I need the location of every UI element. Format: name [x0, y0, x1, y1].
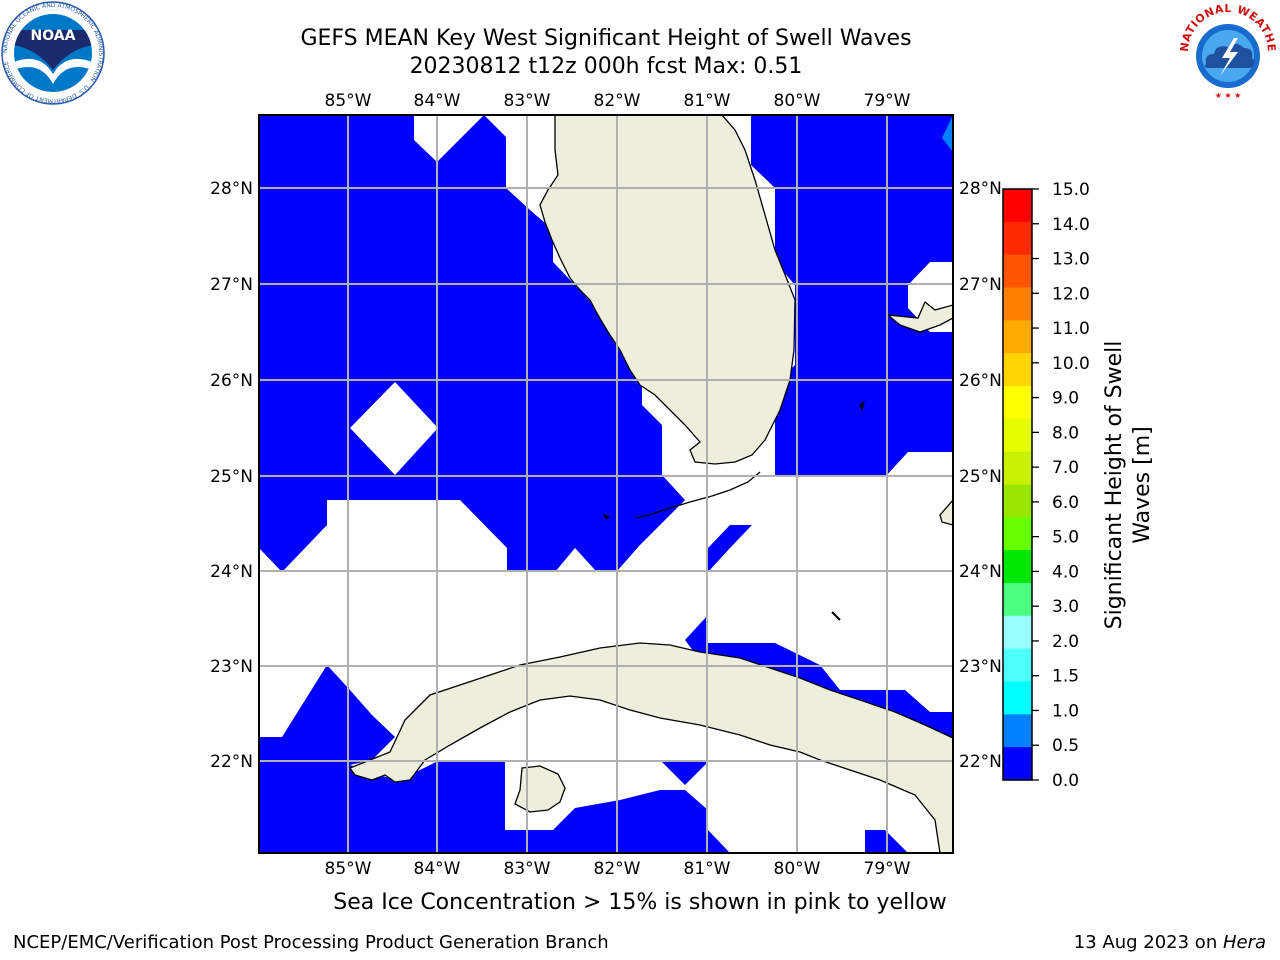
sea-ice-note: Sea Ice Concentration > 15% is shown in … — [333, 890, 947, 915]
colorbar-swatch — [1003, 418, 1032, 453]
footer-credit: NCEP/EMC/Verification Post Processing Pr… — [13, 932, 609, 953]
lat-tick-right: 22°N — [959, 752, 1002, 772]
lon-tick-top: 84°W — [414, 91, 461, 111]
colorbar-tick-label: 15.0 — [1052, 180, 1090, 200]
lat-tick-right: 28°N — [959, 179, 1002, 199]
lon-tick-bottom: 85°W — [325, 859, 372, 879]
noaa-logo-text: NOAA — [31, 28, 76, 44]
colorbar-tick-label: 3.0 — [1052, 597, 1079, 617]
footer-host: Hera — [1222, 932, 1266, 953]
colorbar-swatch — [1003, 714, 1032, 748]
swell-0.5m-patch — [942, 115, 953, 152]
colorbar-swatch — [1003, 615, 1032, 650]
nws-logo: NATIONAL WEATHER SERVICE ★ ★ ★ — [1176, 2, 1278, 100]
lat-tick-left: 23°N — [210, 657, 253, 677]
florida-land — [539, 115, 796, 465]
no-data-diamond — [350, 382, 438, 475]
colorbar-swatch — [1003, 747, 1032, 781]
colorbar-tick-label: 1.5 — [1052, 667, 1079, 687]
lon-tick-bottom: 81°W — [684, 859, 731, 879]
colorbar-swatch — [1003, 189, 1032, 223]
colorbar-swatch — [1003, 287, 1032, 321]
svg-text:★ ★ ★: ★ ★ ★ — [1215, 91, 1242, 100]
colorbar-swatch — [1003, 353, 1032, 387]
lat-tick-right: 25°N — [959, 467, 1002, 487]
colorbar-swatch — [1003, 320, 1032, 354]
lon-tick-bottom: 82°W — [594, 859, 641, 879]
lat-tick-left: 26°N — [210, 371, 253, 391]
lat-tick-left: 28°N — [210, 179, 253, 199]
lon-tick-top: 81°W — [684, 91, 731, 111]
colorbar-tick-label: 11.0 — [1052, 319, 1090, 339]
swell-field-small — [662, 762, 708, 785]
colorbar-tick-label: 12.0 — [1052, 284, 1090, 304]
bahamas-east — [939, 499, 953, 526]
colorbar-label-line1: Significant Height of Swell — [1102, 340, 1127, 630]
lat-tick-right: 23°N — [959, 657, 1002, 677]
colorbar-swatch — [1003, 681, 1032, 715]
chart-subtitle-forecast: 20230812 t12z 000h fcst Max: 0.51 — [409, 54, 803, 79]
noaa-logo: NATIONAL OCEANIC AND ATMOSPHERIC ADMINIS… — [1, 1, 105, 105]
colorbar-tick-label: 7.0 — [1052, 458, 1079, 478]
footer-date: 13 Aug 2023 on Hera — [1074, 932, 1266, 953]
colorbar-tick-label: 5.0 — [1052, 528, 1079, 548]
map-frame — [258, 114, 954, 854]
colorbar: 15.0 14.0 13.0 12.0 11.0 10.0 9.0 8.0 7.0 6.0 5.0 4… — [1002, 180, 1090, 791]
colorbar-swatch — [1003, 550, 1032, 584]
lat-tick-labels-right: 28°N 27°N 26°N 25°N 24°N 23°N 22°N — [959, 179, 1002, 772]
lon-tick-bottom: 84°W — [414, 859, 461, 879]
colorbar-swatch — [1003, 451, 1032, 486]
lat-tick-right: 24°N — [959, 562, 1002, 582]
swell-field-caribbean — [259, 665, 730, 853]
colorbar-swatch — [1003, 484, 1032, 518]
colorbar-frame — [1002, 188, 1033, 781]
colorbar-swatch — [1003, 517, 1032, 551]
florida-keys — [635, 471, 761, 519]
lat-tick-right: 26°N — [959, 371, 1002, 391]
lat-tick-right: 27°N — [959, 275, 1002, 295]
lon-tick-top: 85°W — [325, 91, 372, 111]
colorbar-tick-label: 8.0 — [1052, 423, 1079, 443]
cuba-land — [348, 642, 953, 853]
colorbar-tick-label: 1.0 — [1052, 701, 1079, 721]
lon-tick-bottom: 79°W — [864, 859, 911, 879]
map-area — [259, 115, 953, 853]
colorbar-tick-label: 4.0 — [1052, 562, 1079, 582]
swell-field-gulf — [259, 115, 685, 572]
lat-tick-left: 22°N — [210, 752, 253, 772]
lon-tick-bottom: 80°W — [774, 859, 821, 879]
colorbar-tick-label: 14.0 — [1052, 215, 1090, 235]
colorbar-swatch — [1003, 583, 1032, 617]
colorbar-tick-label: 13.0 — [1052, 250, 1090, 270]
colorbar-tick-label: 10.0 — [1052, 354, 1090, 374]
footer-date-text: 13 Aug 2023 on — [1073, 932, 1223, 953]
lon-tick-top: 82°W — [594, 91, 641, 111]
chart-title: GEFS MEAN Key West Significant Height of… — [300, 26, 912, 51]
lon-tick-top: 79°W — [864, 91, 911, 111]
lat-tick-left: 25°N — [210, 467, 253, 487]
lon-tick-top: 80°W — [774, 91, 821, 111]
colorbar-swatch — [1003, 386, 1032, 420]
colorbar-tick-label: 6.0 — [1052, 493, 1079, 513]
lon-tick-labels-bottom: 85°W 84°W 83°W 82°W 81°W 80°W 79°W — [325, 859, 911, 879]
colorbar-swatch — [1003, 254, 1032, 289]
colorbar-tick-label: 2.0 — [1052, 632, 1079, 652]
andros-island — [885, 300, 953, 333]
lat-tick-left: 27°N — [210, 275, 253, 295]
lon-tick-labels-top: 85°W 84°W 83°W 82°W 81°W 80°W 79°W — [325, 91, 911, 111]
colorbar-swatch — [1003, 648, 1032, 683]
colorbar-swatch — [1003, 221, 1032, 256]
lat-tick-labels-left: 28°N 27°N 26°N 25°N 24°N 23°N 22°N — [210, 179, 253, 772]
colorbar-tick-label: 0.0 — [1052, 771, 1079, 791]
colorbar-label-line2: Waves [m] — [1130, 426, 1155, 544]
colorbar-tick-label: 0.5 — [1052, 736, 1079, 756]
lon-tick-top: 83°W — [504, 91, 551, 111]
grid-lines — [259, 115, 953, 853]
lat-tick-left: 24°N — [210, 562, 253, 582]
lon-tick-bottom: 83°W — [504, 859, 551, 879]
colorbar-tick-label: 9.0 — [1052, 389, 1079, 409]
